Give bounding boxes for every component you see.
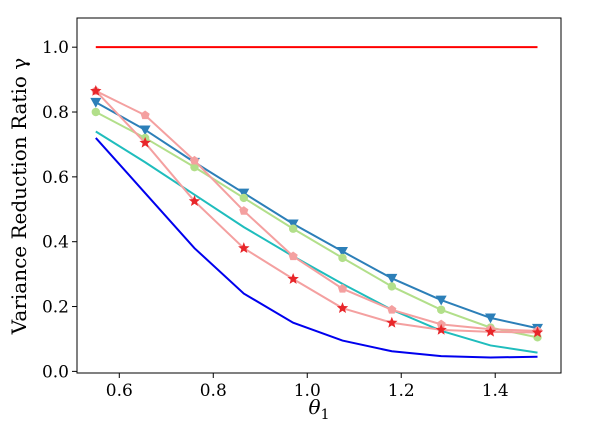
data-point-pentagon [239, 206, 249, 215]
data-point-triangle [287, 219, 299, 230]
y-tick-label: 0.4 [42, 233, 69, 253]
data-point-star [139, 136, 151, 148]
data-point-triangle [336, 247, 348, 257]
series-line [95, 111, 538, 339]
y-tick-label: 0.0 [42, 362, 69, 382]
data-point-circle [436, 305, 446, 314]
data-point-triangle [139, 125, 151, 136]
data-point-pentagon [387, 304, 397, 314]
x-tick-label: 1.4 [482, 381, 509, 401]
y-tick-label: 1.0 [42, 38, 69, 58]
data-point-star [287, 272, 299, 284]
data-point-triangle [485, 313, 497, 324]
plot-area [90, 46, 544, 359]
series-4 [90, 97, 544, 334]
data-point-star [336, 302, 349, 314]
series-3 [95, 130, 538, 354]
y-tick-label: 0.6 [42, 168, 69, 188]
data-point-triangle [238, 188, 250, 199]
series-line [95, 137, 538, 359]
data-point-circle [338, 253, 347, 263]
series-line [95, 90, 538, 334]
x-tick-label: 1.0 [294, 381, 321, 401]
data-point-triangle [90, 97, 102, 108]
series-7 [90, 84, 544, 338]
data-point-star [531, 326, 544, 338]
x-axis-label-subscript: 1 [321, 407, 330, 423]
data-point-triangle [386, 273, 398, 284]
data-point-star [238, 242, 250, 254]
data-point-circle [239, 193, 249, 203]
y-tick-label: 0.8 [42, 103, 69, 123]
data-point-pentagon [140, 110, 150, 120]
y-axis-label: Variance Reduction Ratio γ [7, 58, 31, 335]
data-point-star [386, 316, 398, 328]
series-2 [95, 137, 538, 359]
series-line [95, 90, 538, 332]
data-point-pentagon [288, 251, 298, 261]
data-point-circle [91, 107, 100, 117]
x-tick-label: 1.2 [388, 381, 415, 401]
x-axis-label-symbol: θ [309, 395, 321, 419]
data-point-star [90, 84, 102, 96]
x-axis-label: θ1 [309, 395, 330, 423]
y-tick-label: 0.2 [42, 298, 69, 318]
series-line [95, 101, 538, 330]
x-tick-label: 0.6 [106, 381, 133, 401]
data-point-pentagon [337, 283, 348, 293]
data-point-star [188, 195, 201, 207]
data-point-star [435, 323, 447, 335]
data-point-triangle [435, 295, 447, 306]
data-point-pentagon [189, 155, 200, 165]
series-6 [91, 86, 543, 335]
series-5 [91, 107, 542, 342]
x-tick-label: 0.8 [200, 381, 227, 401]
axis-ticks: 0.6 0.8 1.0 1.2 1.4 0.0 0.2 0.4 0.6 0.8 1.0 [42, 38, 509, 401]
series-line [95, 130, 538, 354]
data-point-circle [387, 282, 397, 291]
data-point-circle [288, 224, 298, 233]
axes-frame [76, 17, 562, 374]
data-point-circle [190, 162, 199, 172]
data-point-star [484, 325, 497, 337]
